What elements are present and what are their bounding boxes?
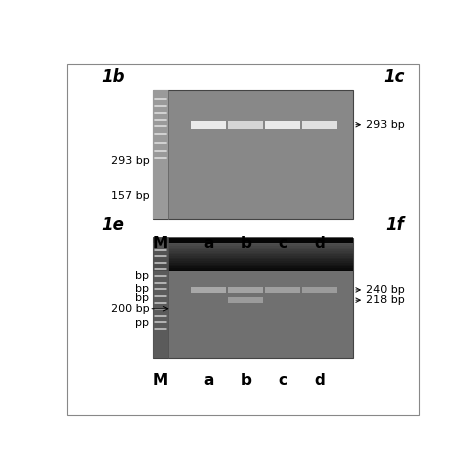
Text: d: d [314, 236, 325, 251]
Bar [153, 250, 353, 253]
Text: b: b [240, 373, 251, 388]
Text: M: M [153, 373, 168, 388]
Bar [153, 244, 353, 246]
Text: 157 bp: 157 bp [110, 191, 149, 201]
Bar [153, 237, 168, 358]
Text: b: b [240, 236, 251, 251]
Text: 240 bp: 240 bp [366, 285, 405, 295]
Bar [153, 265, 353, 268]
Bar [153, 245, 353, 247]
Bar [153, 237, 353, 358]
Text: 293 bp: 293 bp [110, 156, 149, 166]
Bar [228, 120, 263, 129]
Text: M: M [153, 236, 168, 251]
Text: pp: pp [135, 318, 149, 328]
Bar [153, 237, 353, 239]
Bar [153, 269, 353, 271]
Bar [153, 249, 353, 251]
Text: c: c [278, 373, 287, 388]
Bar [153, 90, 353, 219]
Bar [153, 240, 353, 243]
Bar [302, 120, 337, 129]
Text: d: d [314, 373, 325, 388]
Text: 1f: 1f [386, 216, 405, 234]
Bar [153, 252, 353, 255]
Bar [191, 120, 226, 129]
Bar [265, 120, 300, 129]
Bar [153, 267, 353, 270]
Text: 218 bp: 218 bp [366, 295, 405, 305]
Bar [153, 255, 353, 258]
Bar [153, 262, 353, 264]
Bar [265, 287, 300, 293]
Bar [153, 247, 353, 249]
Bar [228, 287, 263, 293]
Text: 1c: 1c [383, 68, 405, 86]
Text: bp: bp [135, 283, 149, 293]
Bar [153, 259, 353, 261]
Bar [153, 254, 353, 256]
Text: c: c [278, 236, 287, 251]
Bar [153, 90, 168, 219]
Bar [302, 287, 337, 293]
Bar [153, 264, 353, 266]
Bar [153, 237, 353, 243]
Text: bp: bp [135, 293, 149, 303]
Bar [191, 287, 226, 293]
Bar [153, 260, 353, 263]
Text: a: a [203, 373, 214, 388]
Bar [153, 242, 353, 244]
Bar [153, 238, 353, 241]
Text: a: a [203, 236, 214, 251]
Text: 200 bp: 200 bp [110, 304, 149, 314]
Bar [228, 297, 263, 303]
Text: 1e: 1e [101, 216, 124, 234]
Text: bp: bp [135, 271, 149, 281]
Bar [153, 257, 353, 259]
Text: 293 bp: 293 bp [366, 120, 405, 130]
Text: 1b: 1b [101, 68, 125, 86]
